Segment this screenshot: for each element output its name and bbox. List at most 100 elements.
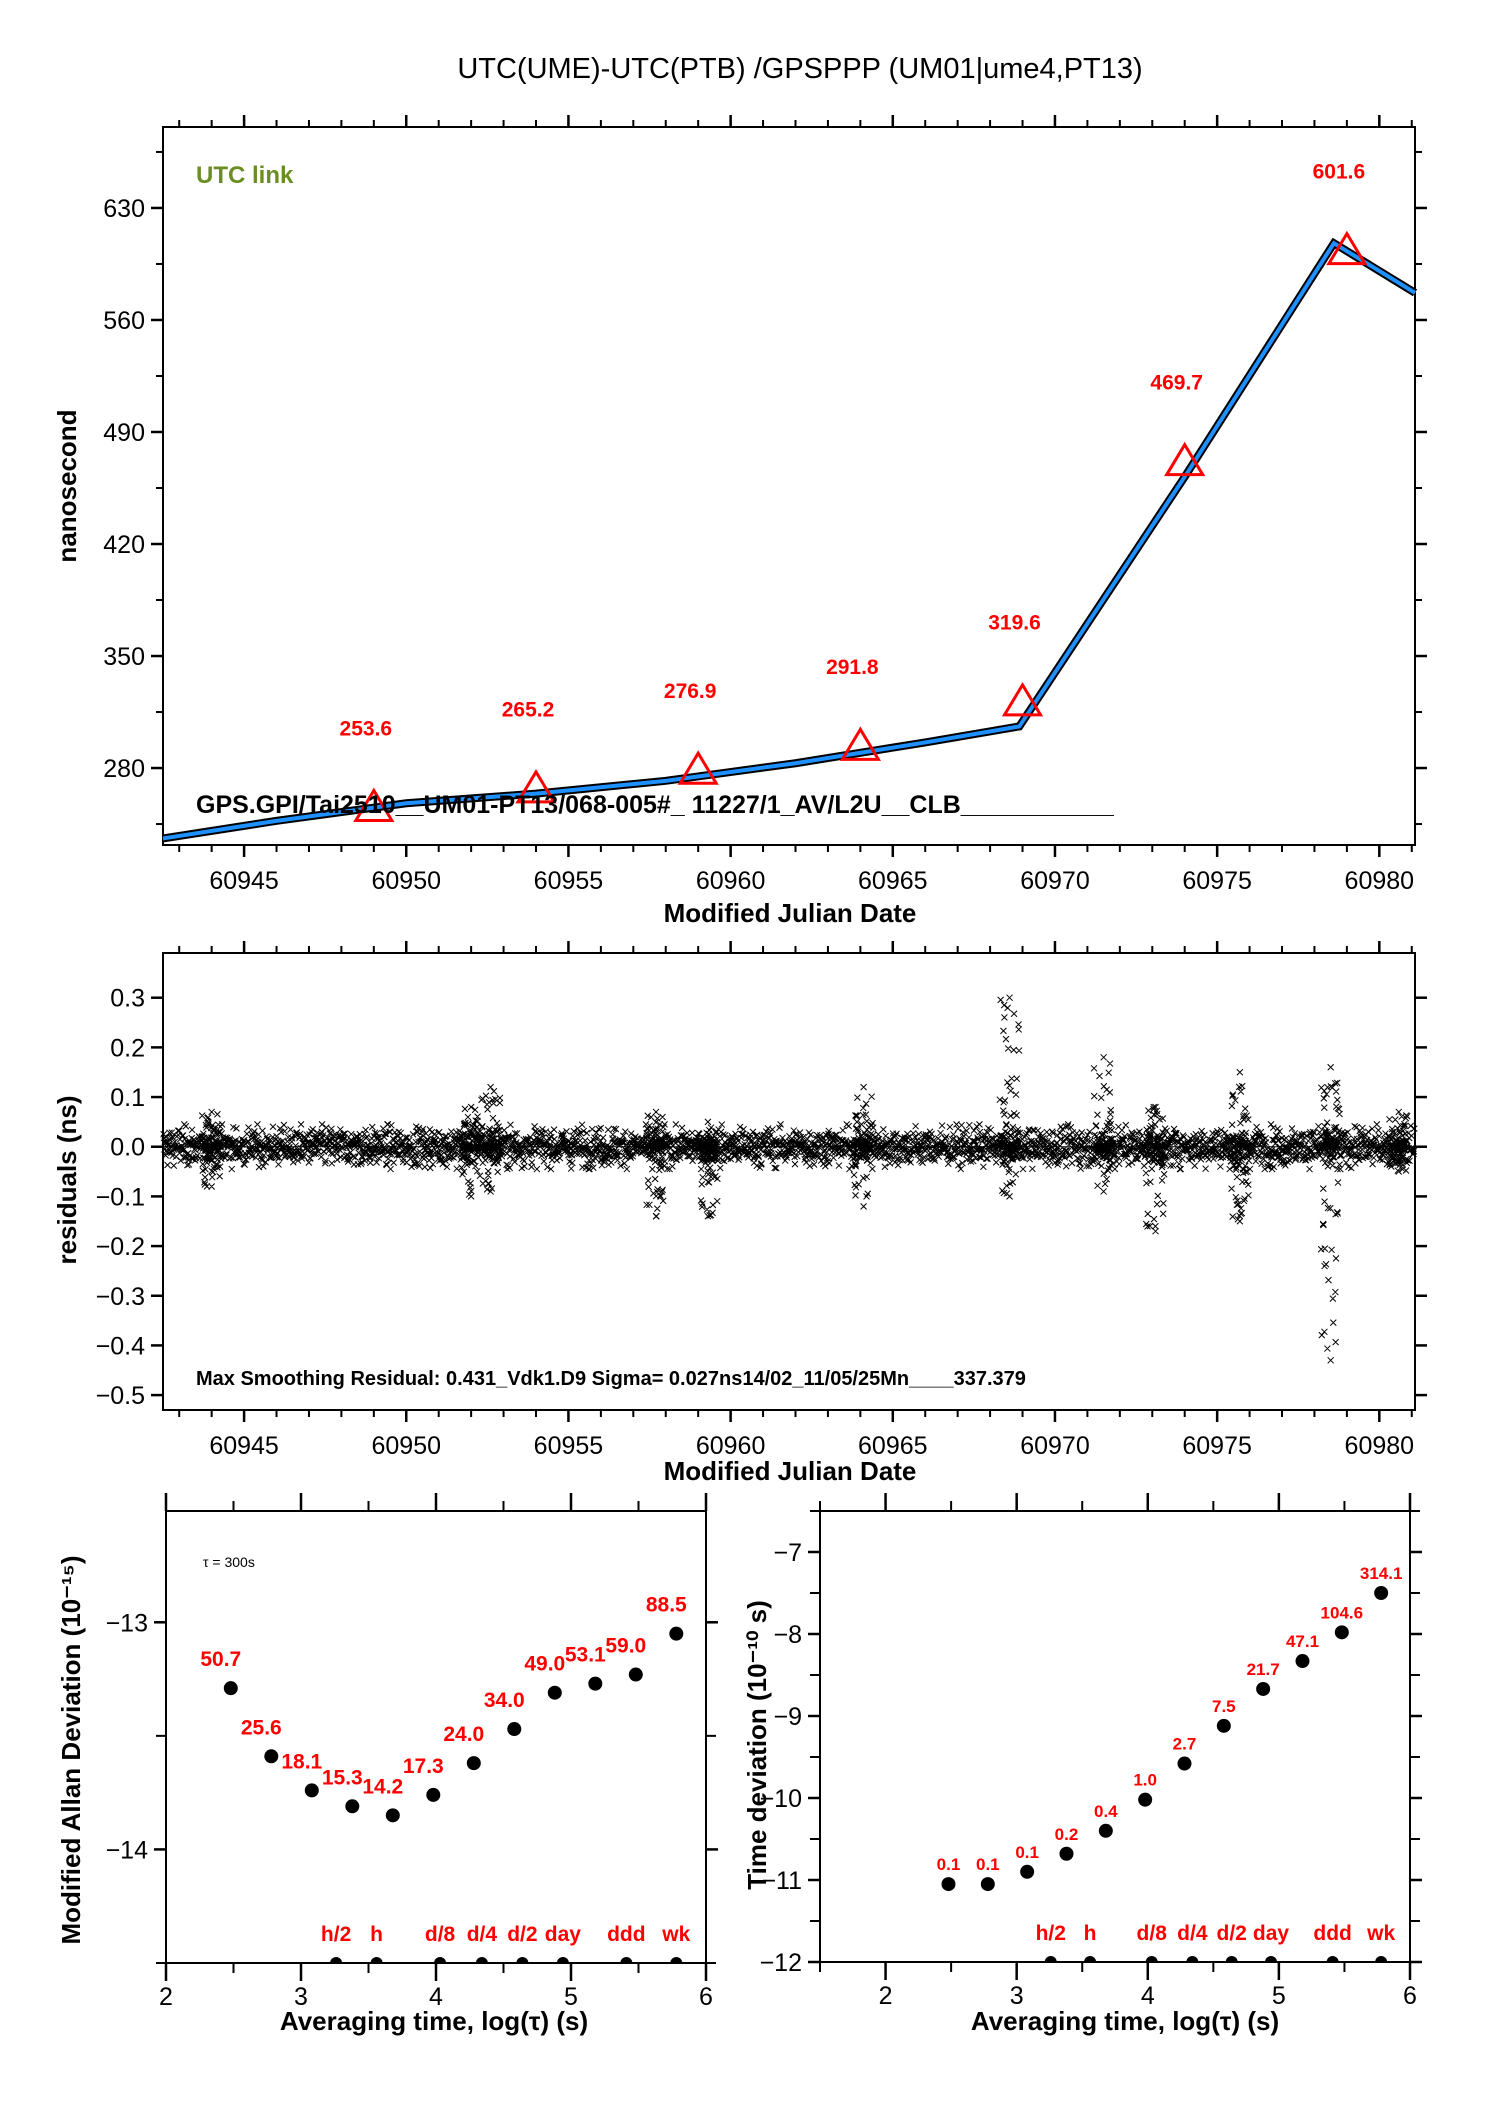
x-tick-label: 6: [1403, 1982, 1417, 2010]
x-tick-label: 60955: [534, 867, 604, 895]
marker-value-label: 291.8: [826, 656, 879, 679]
tau-marker-label: day: [1253, 1922, 1290, 1945]
link-markers: 253.6 265.2 276.9 291.8 319.6 469.7 601.6: [340, 160, 1368, 822]
mdev-tau-markers: h/2 h d/8 d/4 d/2 day ddd wk: [321, 1923, 691, 1963]
deviation-value-label: 17.3: [403, 1755, 444, 1778]
tau-marker-label: h: [370, 1923, 383, 1946]
deviation-point: [264, 1749, 279, 1764]
y-tick-label: −10: [760, 1785, 802, 1813]
x-tick-label: 60980: [1345, 867, 1415, 895]
x-tick-label: 4: [429, 1983, 443, 2011]
tau-marker-label: h: [1084, 1922, 1097, 1945]
tau-marker-label: d/2: [507, 1923, 537, 1946]
mdev-y-axis-title: Modified Allan Deviation (10⁻¹⁵): [56, 1556, 86, 1945]
y-tick-label: 0.3: [110, 985, 145, 1013]
y-tick-label: −12: [760, 1949, 802, 1977]
tau-marker-label: h/2: [1036, 1922, 1066, 1945]
tau-marker-dot: [370, 1957, 383, 1963]
triangle-marker: [1326, 230, 1368, 266]
mdev-points: 50.7 25.6 18.115.3 14.217.3 24.034.0 49.0 53.1…: [200, 1594, 687, 1823]
deviation-point: [1059, 1846, 1074, 1861]
tdev-plot-frame: [819, 1510, 1411, 1963]
x-tick-label: 5: [564, 1983, 578, 2011]
y-tick-label: −0.5: [96, 1382, 145, 1410]
deviation-point: [1374, 1586, 1389, 1600]
tau-marker-dot: [620, 1957, 633, 1963]
y-tick-label: −0.4: [96, 1332, 145, 1360]
tau-marker-label: d/4: [1177, 1922, 1208, 1945]
residual-cross-points: [160, 994, 1418, 1364]
x-tick-label: 60945: [209, 1432, 279, 1460]
tau-marker-dot: [1186, 1956, 1199, 1962]
mdev-x-axis-title: Averaging time, log(τ) (s): [280, 2006, 588, 2036]
marker-value-label: 265.2: [502, 699, 555, 722]
deviation-point: [385, 1808, 400, 1823]
deviation-value-label: 0.1: [937, 1855, 961, 1874]
deviation-value-label: 104.6: [1321, 1603, 1364, 1622]
tau-marker-label: day: [545, 1923, 582, 1946]
deviation-point: [507, 1722, 522, 1737]
link-plot-frame: [162, 126, 1416, 846]
x-tick-label: 2: [159, 1983, 173, 2011]
deviation-value-label: 49.0: [524, 1653, 565, 1676]
residuals-footer-text: Max Smoothing Residual: 0.431_Vdk1.D9 Si…: [196, 1368, 1026, 1390]
tau-marker-dot: [1084, 1956, 1097, 1962]
tau-marker-label: wk: [661, 1923, 690, 1946]
triangle-marker: [353, 787, 395, 822]
figure-title: UTC(UME)-UTC(PTB) /GPSPPP (UM01|ume4,PT1…: [457, 53, 1142, 85]
y-tick-label: 490: [103, 419, 145, 447]
deviation-point: [1256, 1681, 1271, 1696]
deviation-point: [669, 1626, 684, 1641]
deviation-value-label: 0.1: [976, 1855, 1000, 1874]
x-tick-label: 60945: [209, 867, 279, 895]
y-tick-label: 350: [103, 643, 145, 671]
mdev-chart: 2 3 4 5 6 −13 −14 50.7 25.6 18.115.3 14.217.3 24.0…: [56, 1493, 718, 2036]
x-tick-label: 5: [1272, 1982, 1286, 2010]
deviation-point: [547, 1685, 562, 1700]
y-tick-label: −8: [773, 1621, 802, 1649]
tau-marker-label: d/4: [467, 1923, 498, 1946]
deviation-value-label: 21.7: [1247, 1660, 1280, 1679]
tau-marker-dot: [1375, 1956, 1388, 1962]
x-tick-label: 60970: [1020, 867, 1090, 895]
deviation-point: [1295, 1654, 1310, 1669]
y-tick-label: −0.1: [96, 1183, 145, 1211]
tau-marker-label: d/8: [1137, 1922, 1168, 1945]
deviation-value-label: 15.3: [322, 1766, 363, 1789]
tau-marker-dot: [1044, 1956, 1057, 1962]
tau-marker-dot: [434, 1957, 447, 1963]
deviation-value-label: 25.6: [241, 1716, 282, 1739]
deviation-point: [1138, 1792, 1153, 1807]
link-y-axis-title: nanosecond: [52, 409, 82, 562]
deviation-value-label: 18.1: [281, 1750, 322, 1773]
x-tick-label: 60955: [534, 1432, 604, 1460]
tau-marker-dot: [1326, 1956, 1339, 1962]
link-line-outline: [162, 237, 1418, 843]
tau-marker-label: wk: [1366, 1922, 1395, 1945]
x-tick-label: 60950: [371, 1432, 441, 1460]
deviation-value-label: 14.2: [362, 1775, 403, 1798]
marker-value-label: 469.7: [1150, 371, 1203, 394]
residuals-chart: 60945 60950 60955 60960 60965 60970 60975 60980…: [52, 941, 1427, 1486]
deviation-point: [304, 1783, 319, 1798]
triangle-marker: [515, 768, 557, 804]
x-tick-label: 3: [1010, 1982, 1024, 2010]
link-line: [162, 240, 1417, 841]
tau-marker-dot: [330, 1957, 343, 1963]
tdev-chart: 2 3 4 5 6−7−8−9−10−11−12 0.1 0.10.10.20.41.02…: [742, 1493, 1422, 2036]
tau-marker-label: d/8: [425, 1923, 456, 1946]
marker-value-label: 319.6: [988, 612, 1041, 635]
residuals-points: [160, 994, 1418, 1364]
tau-marker-label: h/2: [321, 1923, 351, 1946]
triangle-marker: [1164, 441, 1206, 477]
y-tick-label: 280: [103, 755, 145, 783]
triangle-marker: [1001, 681, 1044, 717]
deviation-point: [941, 1877, 956, 1892]
tau-marker-dot: [1145, 1956, 1158, 1962]
y-tick-label: −0.3: [96, 1283, 145, 1311]
deviation-value-label: 34.0: [484, 1689, 525, 1712]
x-tick-label: 60960: [696, 867, 766, 895]
x-tick-label: 60965: [858, 867, 928, 895]
tdev-tau-markers: h/2 h d/8 d/4 d/2 day ddd wk: [1036, 1922, 1395, 1962]
